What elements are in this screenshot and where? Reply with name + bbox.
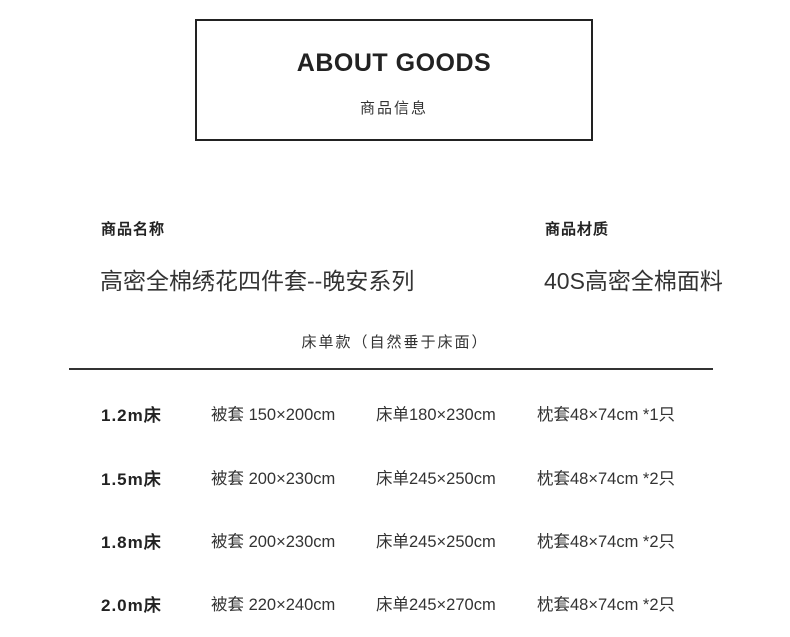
name-value: 高密全棉绣花四件套--晚安系列 (100, 268, 415, 294)
material-value: 40S高密全棉面料 (544, 268, 723, 294)
pillow-size: 枕套48×74cm *2只 (537, 533, 676, 551)
name-label: 商品名称 (101, 221, 166, 238)
duvet-size: 被套 200×230cm (211, 533, 336, 551)
duvet-size: 被套 150×200cm (211, 406, 336, 424)
size-row: 1.5m床 被套 200×230cm 床单245×250cm 枕套48×74cm… (0, 465, 790, 495)
divider (69, 368, 713, 370)
bed-size: 1.8m床 (101, 533, 162, 552)
size-section-title: 床单款（自然垂于床面） (301, 334, 489, 351)
pillow-size: 枕套48×74cm *2只 (537, 470, 676, 488)
sheet-size: 床单245×270cm (376, 596, 496, 614)
header-box: ABOUT GOODS 商品信息 (195, 19, 593, 141)
bed-size: 1.5m床 (101, 470, 162, 489)
size-row: 1.2m床 被套 150×200cm 床单180×230cm 枕套48×74cm… (0, 401, 790, 431)
duvet-size: 被套 200×230cm (211, 470, 336, 488)
pillow-size: 枕套48×74cm *2只 (537, 596, 676, 614)
header-subtitle: 商品信息 (359, 100, 428, 117)
size-row: 2.0m床 被套 220×240cm 床单245×270cm 枕套48×74cm… (0, 591, 790, 621)
size-row: 1.8m床 被套 200×230cm 床单245×250cm 枕套48×74cm… (0, 528, 790, 558)
sheet-size: 床单245×250cm (376, 470, 496, 488)
bed-size: 2.0m床 (101, 596, 162, 615)
material-label: 商品材质 (545, 221, 610, 238)
sheet-size: 床单180×230cm (376, 406, 496, 424)
sheet-size: 床单245×250cm (376, 533, 496, 551)
pillow-size: 枕套48×74cm *1只 (537, 406, 676, 424)
duvet-size: 被套 220×240cm (211, 596, 336, 614)
header-title: ABOUT GOODS (296, 49, 492, 77)
bed-size: 1.2m床 (101, 406, 162, 425)
